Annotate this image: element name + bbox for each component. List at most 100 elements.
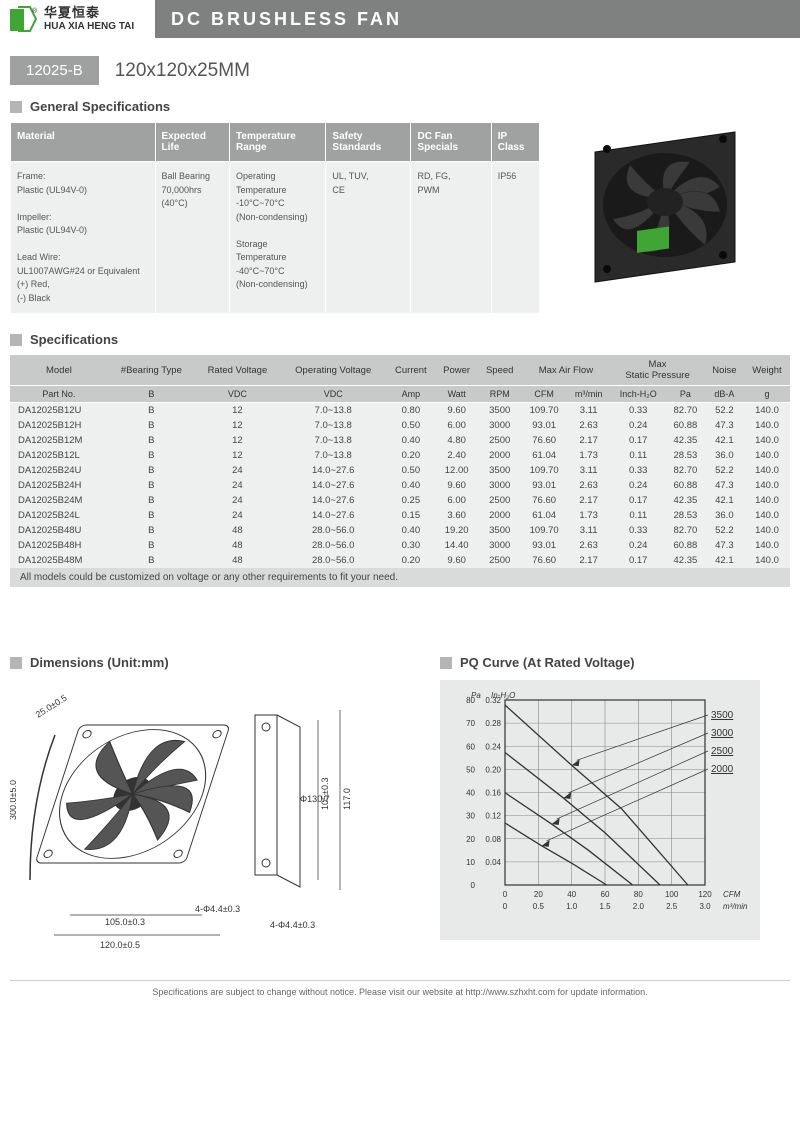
- gen-header: Expected Life: [155, 123, 230, 162]
- spec-cell: DA12025B12M: [10, 433, 108, 448]
- spec-cell: 109.70: [521, 403, 566, 419]
- svg-text:20: 20: [534, 890, 543, 899]
- spec-cell: 7.0~13.8: [280, 448, 386, 463]
- logo-area: ® 华夏恒泰 HUA XIA HENG TAI: [0, 0, 155, 38]
- svg-text:0: 0: [503, 890, 508, 899]
- spec-cell: 47.3: [705, 418, 744, 433]
- section-general: General Specifications: [10, 99, 800, 114]
- spec-header: Noise: [705, 355, 744, 386]
- spec-cell: 0.20: [386, 448, 435, 463]
- spec-header: Rated Voltage: [195, 355, 280, 386]
- spec-cell: 3500: [478, 523, 521, 538]
- svg-text:2000: 2000: [711, 764, 734, 775]
- model-badge: 12025-B: [10, 56, 99, 85]
- spec-cell: 140.0: [744, 433, 790, 448]
- spec-cell: 12: [195, 433, 280, 448]
- spec-cell: 2000: [478, 448, 521, 463]
- section-marker-icon: [440, 657, 452, 669]
- spec-cell: 0.24: [610, 478, 666, 493]
- spec-cell: 6.00: [435, 493, 478, 508]
- svg-text:2500: 2500: [711, 746, 734, 757]
- gen-cell: Frame: Plastic (UL94V-0) Impeller: Plast…: [11, 162, 156, 314]
- spec-cell: 3.60: [435, 508, 478, 523]
- spec-cell: 0.20: [386, 553, 435, 568]
- svg-text:20: 20: [466, 835, 475, 844]
- spec-cell: B: [108, 493, 195, 508]
- svg-text:0.04: 0.04: [485, 858, 501, 867]
- svg-text:1.5: 1.5: [599, 902, 611, 911]
- spec-cell: 2.63: [567, 538, 610, 553]
- spec-cell: 7.0~13.8: [280, 433, 386, 448]
- general-block: MaterialExpected LifeTemperature RangeSa…: [0, 122, 800, 314]
- gen-cell: UL, TUV, CE: [326, 162, 411, 314]
- spec-cell: 0.50: [386, 463, 435, 478]
- table-row: DA12025B12UB127.0~13.80.809.603500109.70…: [10, 403, 790, 419]
- spec-cell: B: [108, 523, 195, 538]
- spec-note: All models could be customized on voltag…: [10, 568, 790, 587]
- table-row: DA12025B48HB4828.0~56.00.3014.40300093.0…: [10, 538, 790, 553]
- spec-cell: 3000: [478, 418, 521, 433]
- section-title-dims: Dimensions (Unit:mm): [30, 655, 169, 670]
- svg-text:3000: 3000: [711, 728, 734, 739]
- bottom-block: Dimensions (Unit:mm): [0, 587, 800, 980]
- spec-cell: 52.2: [705, 463, 744, 478]
- dim-label: 105±0.3: [320, 778, 330, 810]
- spec-cell: 82.70: [666, 523, 705, 538]
- svg-text:40: 40: [466, 789, 475, 798]
- spec-cell: 48: [195, 538, 280, 553]
- spec-cell: 12: [195, 403, 280, 419]
- spec-cell: DA12025B12L: [10, 448, 108, 463]
- spec-cell: B: [108, 418, 195, 433]
- spec-header: Power: [435, 355, 478, 386]
- section-specs: Specifications: [10, 332, 800, 347]
- logo-icon: ®: [10, 5, 40, 33]
- spec-cell: 0.80: [386, 403, 435, 419]
- spec-cell: 42.1: [705, 553, 744, 568]
- dim-label: 120.0±0.5: [100, 940, 140, 950]
- spec-cell: 14.0~27.6: [280, 463, 386, 478]
- spec-cell: 61.04: [521, 508, 566, 523]
- spec-unit: Amp: [386, 386, 435, 403]
- spec-cell: 2.40: [435, 448, 478, 463]
- spec-unit: B: [108, 386, 195, 403]
- spec-cell: 140.0: [744, 403, 790, 419]
- page-title: DC BRUSHLESS FAN: [171, 9, 402, 30]
- svg-text:m³/min: m³/min: [723, 902, 748, 911]
- spec-cell: 14.0~27.6: [280, 478, 386, 493]
- section-marker-icon: [10, 657, 22, 669]
- svg-text:0.20: 0.20: [485, 765, 501, 774]
- svg-text:In-H₂O: In-H₂O: [491, 691, 515, 700]
- spec-cell: 0.33: [610, 463, 666, 478]
- spec-cell: 52.2: [705, 403, 744, 419]
- svg-text:Pa: Pa: [471, 691, 481, 700]
- spec-cell: 4.80: [435, 433, 478, 448]
- spec-cell: 47.3: [705, 478, 744, 493]
- spec-cell: 3500: [478, 463, 521, 478]
- section-marker-icon: [10, 334, 22, 346]
- svg-text:100: 100: [665, 890, 679, 899]
- table-row: DA12025B24HB2414.0~27.60.409.60300093.01…: [10, 478, 790, 493]
- spec-cell: 2.63: [567, 478, 610, 493]
- spec-cell: 3000: [478, 478, 521, 493]
- pq-area: PQ Curve (At Rated Voltage) 807060504030…: [440, 647, 780, 960]
- spec-cell: DA12025B12U: [10, 403, 108, 419]
- spec-cell: 82.70: [666, 463, 705, 478]
- spec-header: Weight: [744, 355, 790, 386]
- table-row: DA12025B48MB4828.0~56.00.209.60250076.60…: [10, 553, 790, 568]
- spec-cell: 28.53: [666, 448, 705, 463]
- svg-text:0.16: 0.16: [485, 789, 501, 798]
- brand-en: HUA XIA HENG TAI: [44, 21, 134, 32]
- spec-cell: B: [108, 463, 195, 478]
- svg-text:80: 80: [634, 890, 643, 899]
- table-row: DA12025B24LB2414.0~27.60.153.60200061.04…: [10, 508, 790, 523]
- spec-cell: 48: [195, 523, 280, 538]
- spec-cell: B: [108, 553, 195, 568]
- spec-cell: 109.70: [521, 463, 566, 478]
- gen-cell: Ball Bearing 70,000hrs (40°C): [155, 162, 230, 314]
- spec-cell: DA12025B24L: [10, 508, 108, 523]
- spec-cell: B: [108, 538, 195, 553]
- spec-cell: B: [108, 403, 195, 419]
- spec-cell: 3.11: [567, 403, 610, 419]
- svg-text:0.28: 0.28: [485, 719, 501, 728]
- spec-cell: 1.73: [567, 508, 610, 523]
